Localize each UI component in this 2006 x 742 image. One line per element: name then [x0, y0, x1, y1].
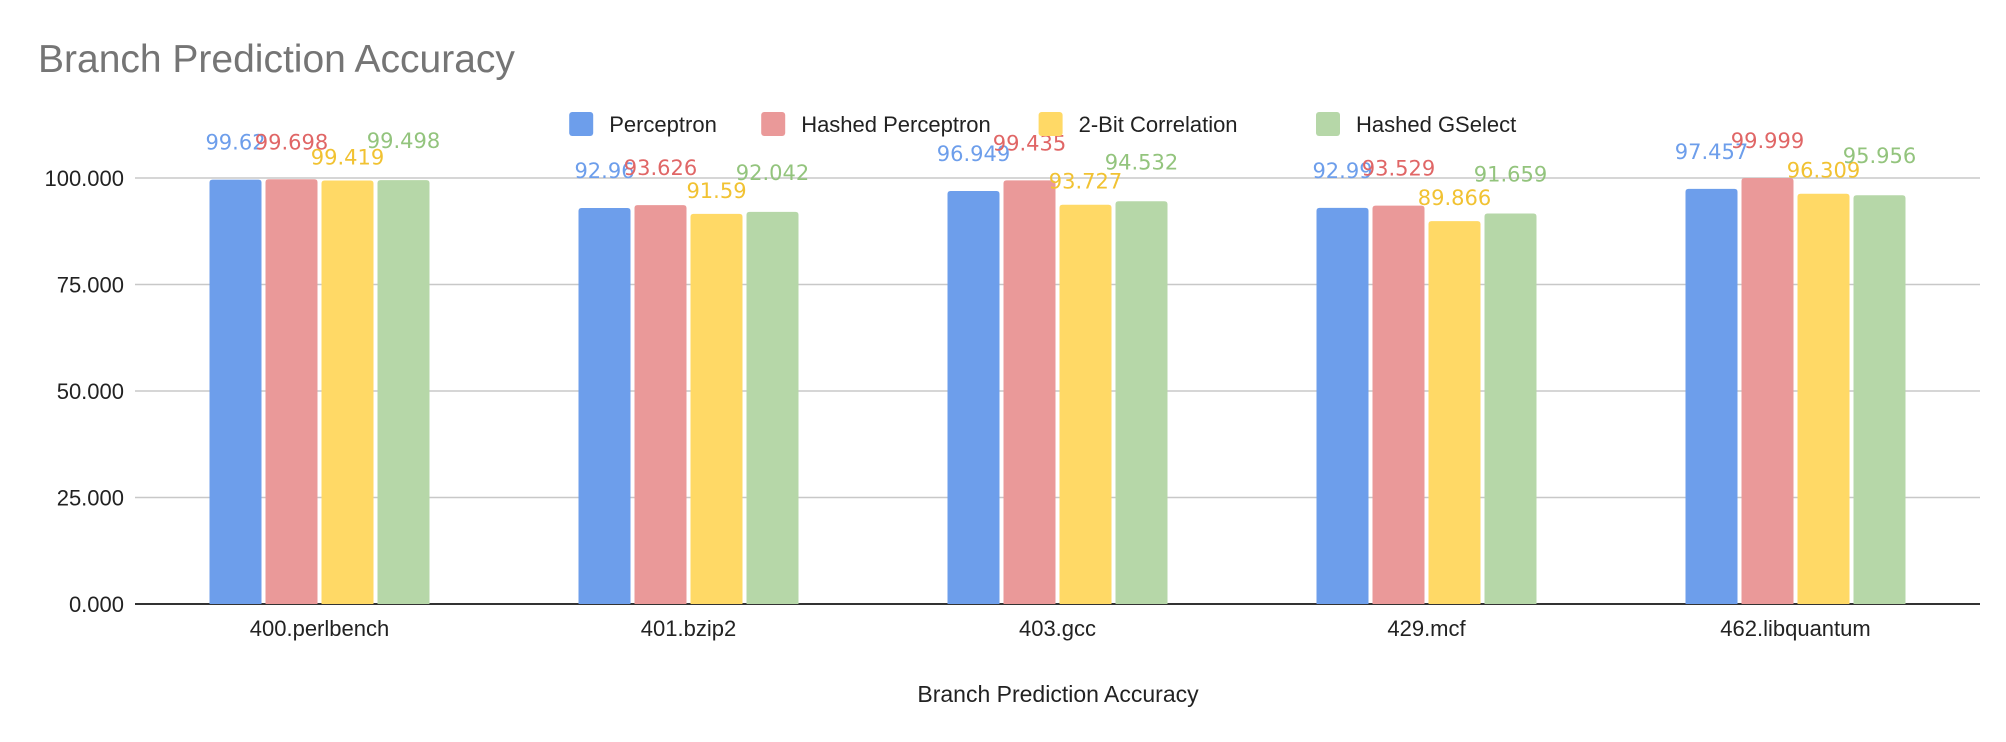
- legend: Perceptron Hashed Perceptron 2-Bit Correla…: [569, 112, 1516, 137]
- data-label: 89.866: [1418, 186, 1491, 210]
- bar: [690, 213, 743, 604]
- legend-swatch: [761, 112, 786, 136]
- bar: [209, 179, 262, 604]
- bar: [1853, 195, 1906, 604]
- bar: [947, 190, 1000, 604]
- bar: [1115, 201, 1168, 604]
- legend-label: Perceptron: [609, 112, 717, 137]
- bar: [1484, 213, 1537, 604]
- data-label: 92.96: [574, 159, 634, 183]
- data-label: 96.949: [937, 142, 1010, 166]
- y-tick-label: 50.000: [57, 379, 124, 404]
- data-label: 91.59: [686, 179, 746, 203]
- y-tick-label: 100.000: [44, 166, 124, 191]
- bar: [1797, 193, 1850, 604]
- data-label: 99.419: [311, 145, 384, 169]
- legend-swatch: [1316, 112, 1340, 136]
- x-tick-label: 400.perlbench: [250, 616, 389, 641]
- x-axis-ticks: 400.perlbench 401.bzip2 403.gcc 429.mcf 462.…: [250, 616, 1871, 641]
- x-axis-title: Branch Prediction Accuracy: [917, 681, 1199, 707]
- data-label: 97.457: [1675, 140, 1748, 164]
- bar: [634, 205, 687, 604]
- data-label: 91.659: [1474, 163, 1547, 187]
- bar: [1059, 204, 1112, 605]
- data-label: 99.999: [1731, 129, 1804, 153]
- bar: [377, 180, 430, 604]
- bar: [265, 179, 318, 605]
- bar: [1685, 188, 1738, 604]
- x-tick-label: 462.libquantum: [1720, 616, 1870, 641]
- data-label: 99.498: [367, 129, 440, 153]
- gridlines: [135, 177, 1980, 605]
- data-label: 93.529: [1362, 157, 1435, 181]
- legend-label: 2-Bit Correlation: [1079, 112, 1238, 137]
- bar: [1428, 221, 1481, 604]
- data-label: 93.727: [1049, 170, 1122, 194]
- y-axis-ticks: 0.000 25.000 50.000 75.000 100.000: [44, 166, 124, 617]
- legend-label: Hashed Perceptron: [801, 112, 991, 137]
- bar: [578, 207, 631, 604]
- legend-swatch: [569, 112, 594, 136]
- bar: [1316, 207, 1369, 604]
- data-label: 96.309: [1787, 159, 1860, 183]
- bar: [321, 180, 374, 604]
- data-label: 99.698: [255, 130, 328, 154]
- x-tick-label: 429.mcf: [1387, 616, 1466, 641]
- data-label: 93.626: [624, 156, 697, 180]
- bar: [746, 211, 799, 605]
- data-labels: 99.6299.69899.41999.49892.9693.62691.599…: [205, 129, 1916, 210]
- data-label: 95.956: [1843, 144, 1916, 168]
- bar: [1372, 205, 1425, 604]
- data-label: 99.62: [205, 131, 265, 155]
- data-label: 92.042: [736, 161, 809, 185]
- x-tick-label: 401.bzip2: [641, 616, 736, 641]
- chart-title: Branch Prediction Accuracy: [38, 38, 515, 81]
- data-label: 92.99: [1312, 159, 1372, 183]
- bar: [1003, 180, 1056, 604]
- legend-swatch: [1038, 112, 1063, 136]
- legend-label: Hashed GSelect: [1356, 112, 1516, 137]
- y-tick-label: 75.000: [57, 273, 124, 298]
- bars: [209, 178, 1906, 605]
- y-tick-label: 0.000: [69, 592, 124, 617]
- y-tick-label: 25.000: [57, 486, 124, 511]
- data-label: 94.532: [1105, 150, 1178, 174]
- bar: [1741, 178, 1794, 604]
- x-tick-label: 403.gcc: [1019, 616, 1096, 641]
